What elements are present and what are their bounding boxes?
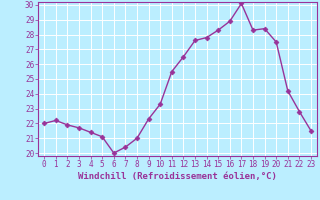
X-axis label: Windchill (Refroidissement éolien,°C): Windchill (Refroidissement éolien,°C) (78, 172, 277, 181)
